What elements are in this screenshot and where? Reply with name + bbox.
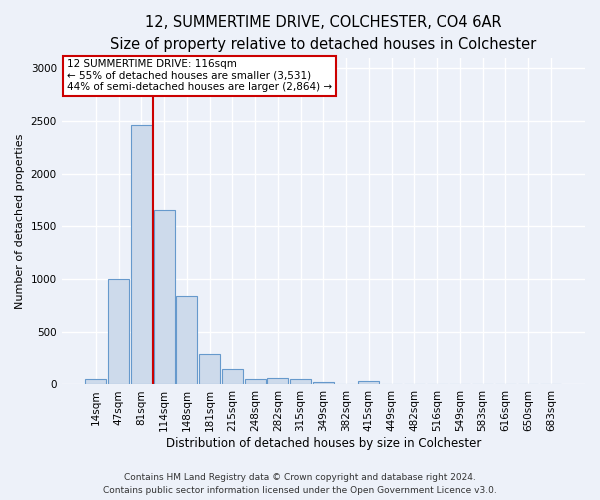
Bar [131, 125, 152, 384]
Text: Contains HM Land Registry data © Crown copyright and database right 2024.
Contai: Contains HM Land Registry data © Crown c… [103, 474, 497, 495]
Bar [154, 210, 175, 384]
Bar [108, 279, 129, 384]
Bar [245, 379, 266, 384]
Bar [358, 382, 379, 384]
Bar [268, 378, 289, 384]
Bar [290, 379, 311, 384]
Title: 12, SUMMERTIME DRIVE, COLCHESTER, CO4 6AR
Size of property relative to detached : 12, SUMMERTIME DRIVE, COLCHESTER, CO4 6A… [110, 15, 536, 52]
Bar [313, 382, 334, 384]
Bar [176, 296, 197, 384]
Bar [222, 369, 243, 384]
Y-axis label: Number of detached properties: Number of detached properties [15, 134, 25, 308]
X-axis label: Distribution of detached houses by size in Colchester: Distribution of detached houses by size … [166, 437, 481, 450]
Text: 12 SUMMERTIME DRIVE: 116sqm
← 55% of detached houses are smaller (3,531)
44% of : 12 SUMMERTIME DRIVE: 116sqm ← 55% of det… [67, 59, 332, 92]
Bar [85, 378, 106, 384]
Bar [199, 354, 220, 384]
